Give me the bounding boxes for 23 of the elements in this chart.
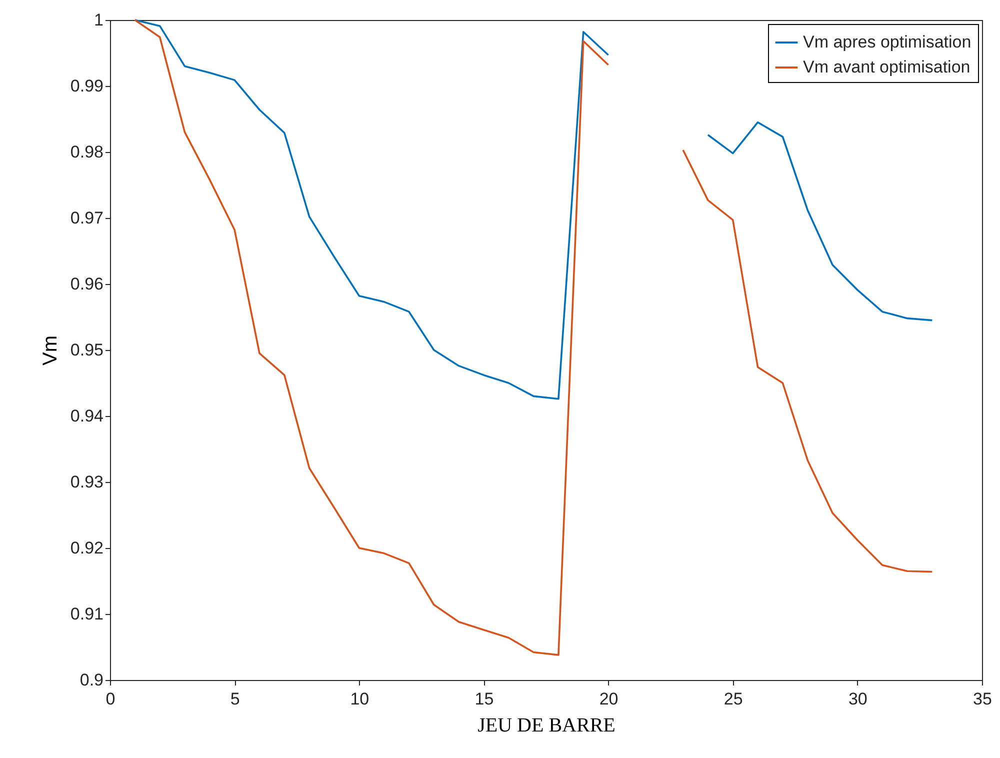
y-tick-label: 0.96 [70,274,104,294]
x-tick-label: 10 [350,690,370,708]
y-tick-label: 0.98 [70,142,104,162]
y-tick-label: 0.93 [70,472,104,492]
x-axis-title: JEU DE BARRE [478,714,616,736]
y-tick-label: 0.9 [80,670,104,690]
y-tick-label: 1 [94,10,104,30]
y-tick-label: 0.94 [70,406,104,426]
x-tick-label: 35 [973,690,992,708]
y-tick-label: 0.95 [70,340,104,360]
x-tick-label: 30 [848,690,868,708]
x-tick-label: 25 [724,690,743,708]
legend-label: Vm apres optimisation [803,32,972,52]
y-tick-label: 0.97 [70,208,104,228]
y-tick-label: 0.91 [70,604,104,624]
y-tick-label: 0.99 [70,76,104,96]
x-tick-label: 0 [106,690,116,708]
legend-label: Vm avant optimisation [803,58,970,76]
x-tick-label: 15 [474,690,494,708]
x-tick-label: 20 [599,690,618,708]
y-axis-title: Vm [39,336,62,366]
y-tick-label: 0.92 [70,538,104,558]
x-tick-label: 5 [230,690,240,708]
